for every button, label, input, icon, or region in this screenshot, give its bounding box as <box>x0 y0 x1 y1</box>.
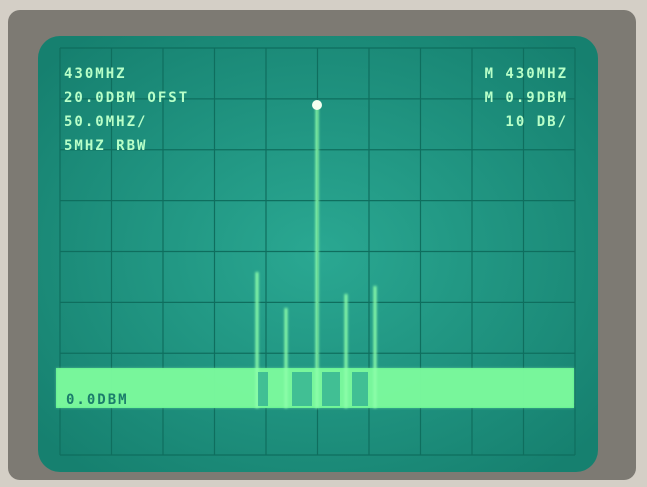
gap <box>258 372 268 406</box>
noise-glow <box>56 368 574 408</box>
left-readout: 5MHZ RBW <box>64 138 147 154</box>
gap <box>292 372 312 406</box>
right-readout: 10 DB/ <box>505 114 568 130</box>
trace <box>56 100 574 408</box>
marker <box>312 100 322 110</box>
right-readout: M 430MHZ <box>485 66 568 82</box>
left-readout: 430MHZ <box>64 66 127 82</box>
left-readout: 50.0MHZ/ <box>64 114 147 130</box>
gap <box>322 372 340 406</box>
reference-label: 0.0DBM <box>66 392 129 408</box>
readouts: 430MHZ 20.0DBM OFST 50.0MHZ/ 5MHZ RBW M … <box>64 66 568 408</box>
right-readout: M 0.9DBM <box>485 90 568 106</box>
left-readout: 20.0DBM OFST <box>64 90 189 106</box>
gap <box>352 372 368 406</box>
